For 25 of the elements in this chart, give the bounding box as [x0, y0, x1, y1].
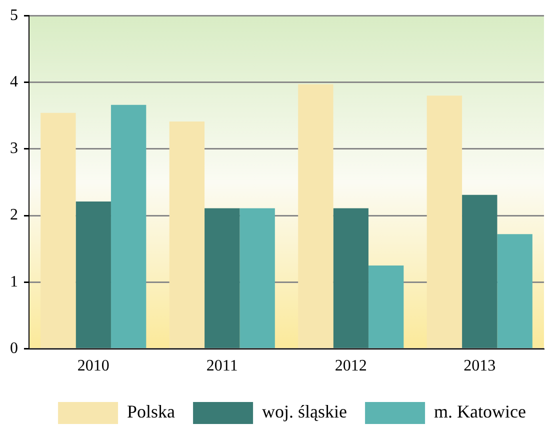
x-tick-label: 2011 — [206, 358, 238, 375]
bar — [76, 202, 111, 348]
bar — [497, 234, 532, 348]
legend-label: Polska — [127, 402, 176, 422]
bar — [333, 208, 368, 348]
bar — [40, 112, 76, 348]
x-tick-label: 2010 — [77, 358, 110, 375]
bar — [298, 84, 334, 348]
bar — [204, 208, 240, 348]
y-tick-label: 0 — [10, 340, 18, 358]
x-tick-label: 2013 — [464, 358, 496, 375]
bar — [368, 266, 404, 348]
bar — [240, 208, 275, 348]
bar — [169, 122, 205, 348]
x-tick-label: 2012 — [334, 358, 367, 375]
y-tick-label: 1 — [10, 273, 18, 290]
y-tick-label: 5 — [10, 6, 18, 24]
bar — [110, 104, 146, 348]
y-tick-label: 4 — [10, 73, 18, 90]
bar — [426, 96, 462, 348]
y-tick-label: 3 — [10, 140, 18, 158]
legend-label: m. Katowice — [434, 402, 526, 422]
y-tick-label: 2 — [10, 206, 18, 224]
bar — [462, 194, 498, 348]
legend-label: woj. śląskie — [262, 402, 348, 422]
